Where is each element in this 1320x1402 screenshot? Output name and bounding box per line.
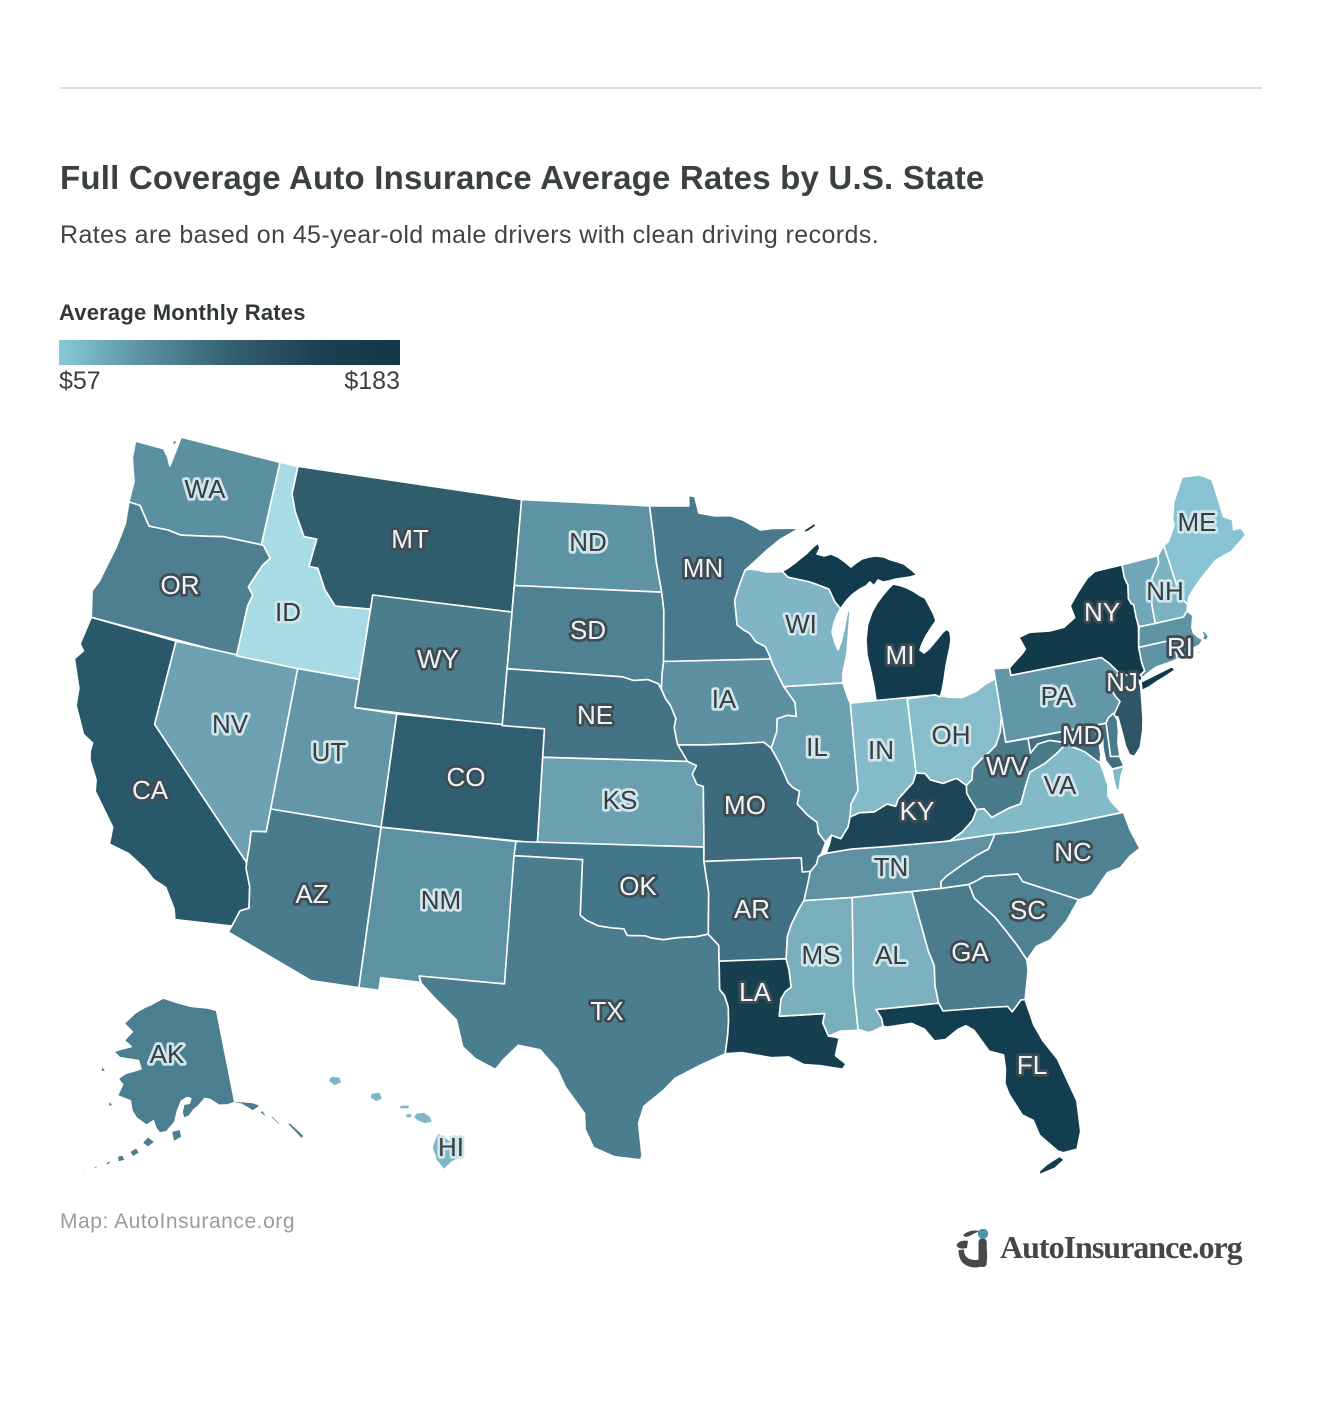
svg-text:WA: WA (185, 474, 227, 504)
svg-text:NM: NM (421, 885, 461, 915)
svg-text:CO: CO (447, 762, 486, 792)
svg-text:AK: AK (150, 1039, 185, 1069)
svg-text:TX: TX (590, 996, 623, 1026)
svg-text:OR: OR (161, 570, 200, 600)
svg-text:PA: PA (1041, 681, 1074, 711)
svg-text:NV: NV (212, 709, 249, 739)
svg-text:WY: WY (417, 644, 459, 674)
svg-text:ME: ME (1178, 507, 1217, 537)
svg-text:IN: IN (868, 735, 894, 765)
svg-text:WV: WV (986, 751, 1029, 781)
svg-text:OK: OK (619, 871, 657, 901)
svg-text:RI: RI (1167, 632, 1193, 662)
svg-text:NE: NE (577, 700, 613, 730)
svg-text:UT: UT (312, 737, 347, 767)
svg-text:AL: AL (875, 940, 907, 970)
svg-text:SC: SC (1010, 895, 1046, 925)
svg-text:CA: CA (132, 775, 169, 805)
svg-text:TN: TN (874, 852, 909, 882)
svg-text:ND: ND (569, 527, 607, 557)
svg-text:AR: AR (734, 894, 770, 924)
svg-text:IA: IA (712, 684, 737, 714)
svg-text:NY: NY (1084, 597, 1120, 627)
svg-text:NJ: NJ (1106, 667, 1138, 697)
svg-text:GA: GA (951, 937, 989, 967)
svg-text:IL: IL (806, 732, 828, 762)
svg-text:ID: ID (275, 597, 301, 627)
svg-text:MD: MD (1062, 720, 1102, 750)
svg-text:LA: LA (739, 977, 771, 1007)
svg-text:KY: KY (900, 796, 935, 826)
svg-text:OH: OH (932, 720, 971, 750)
svg-text:NC: NC (1054, 837, 1092, 867)
svg-text:AZ: AZ (295, 879, 328, 909)
svg-text:KS: KS (603, 785, 638, 815)
svg-text:MS: MS (802, 940, 841, 970)
svg-text:MT: MT (391, 524, 429, 554)
svg-text:VA: VA (1044, 770, 1077, 800)
svg-text:HI: HI (438, 1132, 464, 1162)
svg-text:MN: MN (683, 553, 723, 583)
svg-text:WI: WI (785, 609, 817, 639)
svg-text:MI: MI (886, 640, 915, 670)
svg-text:NH: NH (1146, 576, 1184, 606)
svg-text:SD: SD (570, 615, 606, 645)
svg-text:FL: FL (1017, 1050, 1047, 1080)
svg-text:MO: MO (724, 790, 766, 820)
